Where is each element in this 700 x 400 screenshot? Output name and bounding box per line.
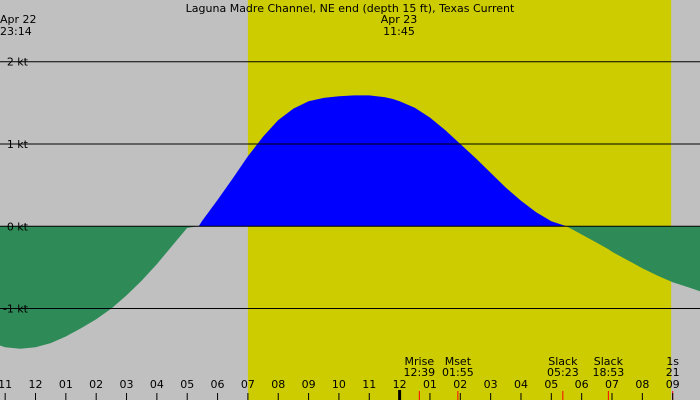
event-time-1: 05:23 [547,366,579,379]
left-header-date: Apr 22 [0,13,37,26]
y-gridlines [0,61,700,310]
event-markers: Mset01:55Slack05:23Mrise12:39Slack18:531… [403,355,680,400]
hour-label-14: 01 [423,378,437,391]
center-header-time: 11:45 [383,25,415,38]
event-time-0: 01:55 [442,366,474,379]
hour-label-3: 02 [89,378,103,391]
hour-label-12: 11 [362,378,376,391]
event-time-2: 12:39 [403,366,435,379]
event-label-4: 1s [666,355,679,368]
chart-title: Laguna Madre Channel, NE end (depth 15 f… [186,2,515,15]
ebb-area-0 [0,226,199,349]
hour-label-16: 03 [484,378,498,391]
hour-label-15: 02 [453,378,467,391]
hour-label-10: 09 [302,378,316,391]
hour-label-18: 05 [544,378,558,391]
hour-label-20: 07 [605,378,619,391]
hour-label-4: 03 [120,378,134,391]
current-area-series [0,95,700,349]
hour-label-21: 08 [635,378,649,391]
event-label-0: Mset [445,355,472,368]
hour-label-9: 08 [271,378,285,391]
hour-label-1: 12 [29,378,43,391]
y-tick-labels: 2 kt 1 kt 0 kt -1 kt [3,56,29,316]
event-label-2: Mrise [405,355,435,368]
hour-label-7: 06 [211,378,225,391]
event-label-3: Slack [594,355,624,368]
y-tick-label-3: -1 kt [3,303,29,316]
y-tick-label-0: 2 kt [7,56,29,69]
flood-area-1 [198,95,567,227]
hour-label-8: 07 [241,378,255,391]
left-header-time: 23:14 [0,25,32,38]
hour-label-17: 04 [514,378,528,391]
hour-label-11: 10 [332,378,346,391]
hour-axis: 11 12 01 02 03 04 05 06 07 08 09 10 11 12 01 02 03 04 05 06… [0,378,680,400]
event-time-4: 21 [666,366,680,379]
ebb-area-2 [566,226,700,292]
hour-label-5: 04 [150,378,164,391]
hour-label-6: 05 [180,378,194,391]
hour-label-13: 12 [393,378,407,391]
hour-label-19: 06 [575,378,589,391]
center-header-date: Apr 23 [381,13,418,26]
hour-label-2: 01 [59,378,73,391]
y-tick-label-1: 1 kt [7,138,29,151]
y-tick-label-2: 0 kt [7,220,29,233]
event-time-3: 18:53 [593,366,625,379]
hour-label-22: 09 [666,378,680,391]
event-label-1: Slack [548,355,578,368]
hour-label-0: 11 [0,378,12,391]
